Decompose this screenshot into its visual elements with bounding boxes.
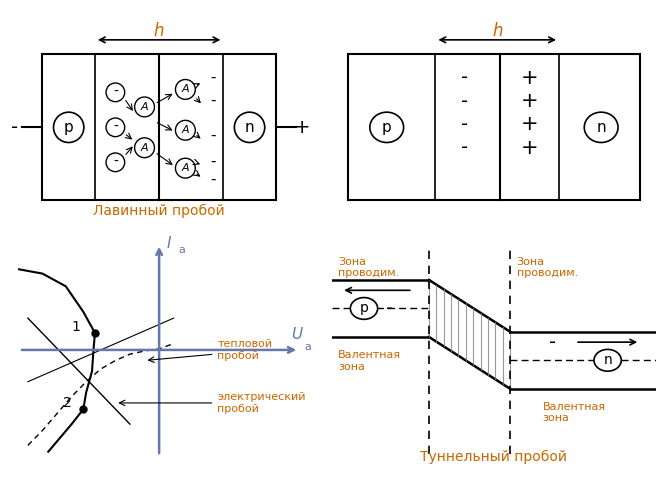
Text: U: U xyxy=(290,328,302,343)
Text: A: A xyxy=(182,125,189,135)
Text: -: - xyxy=(461,91,468,111)
Circle shape xyxy=(594,349,621,371)
Text: -: - xyxy=(210,154,216,169)
Text: +: + xyxy=(521,68,538,88)
Text: тепловой
пробой: тепловой пробой xyxy=(217,339,272,361)
Text: -: - xyxy=(210,172,216,187)
Text: Зона
проводим.: Зона проводим. xyxy=(338,257,399,278)
Text: I: I xyxy=(166,236,171,251)
Text: A: A xyxy=(182,85,189,94)
Text: +: + xyxy=(521,91,538,111)
Text: -: - xyxy=(210,69,216,85)
Text: Валентная
зона: Валентная зона xyxy=(338,350,401,371)
Text: p: p xyxy=(359,301,369,315)
Circle shape xyxy=(54,112,84,142)
Text: a: a xyxy=(178,245,185,255)
Text: +: + xyxy=(521,114,538,135)
Text: -: - xyxy=(387,299,394,318)
Text: электрический
пробой: электрический пробой xyxy=(217,392,306,414)
Text: +: + xyxy=(294,118,310,137)
Text: 2: 2 xyxy=(63,396,72,410)
Text: -: - xyxy=(210,93,216,108)
Circle shape xyxy=(176,121,196,140)
Text: -: - xyxy=(461,68,468,87)
Circle shape xyxy=(176,80,196,99)
Circle shape xyxy=(176,158,196,178)
Text: Зона
проводим.: Зона проводим. xyxy=(516,257,578,278)
Text: Туннельный пробой: Туннельный пробой xyxy=(420,450,568,464)
Text: -: - xyxy=(11,118,19,137)
Text: n: n xyxy=(596,120,606,135)
Text: h: h xyxy=(154,22,164,40)
Text: -: - xyxy=(549,332,556,352)
Polygon shape xyxy=(42,54,276,200)
Circle shape xyxy=(106,153,125,172)
Text: 1: 1 xyxy=(72,320,80,334)
Text: A: A xyxy=(141,143,149,153)
Text: A: A xyxy=(182,163,189,173)
Text: h: h xyxy=(492,22,503,40)
Text: a: a xyxy=(304,342,312,352)
Circle shape xyxy=(135,138,154,157)
Text: n: n xyxy=(603,353,612,367)
Circle shape xyxy=(350,297,378,319)
Text: Лавинный пробой: Лавинный пробой xyxy=(93,204,225,218)
Circle shape xyxy=(370,112,404,142)
Circle shape xyxy=(106,118,125,137)
Text: -: - xyxy=(461,138,468,157)
Text: p: p xyxy=(64,120,74,135)
Text: -: - xyxy=(113,85,118,99)
Circle shape xyxy=(584,112,618,142)
Text: -: - xyxy=(113,120,118,134)
Text: +: + xyxy=(521,138,538,158)
Text: -: - xyxy=(461,115,468,134)
Polygon shape xyxy=(347,54,640,200)
Text: n: n xyxy=(245,120,255,135)
Text: A: A xyxy=(141,102,149,112)
Text: -: - xyxy=(113,155,118,169)
Circle shape xyxy=(235,112,265,142)
Circle shape xyxy=(106,83,125,102)
Text: -: - xyxy=(210,128,216,143)
Text: Валентная
зона: Валентная зона xyxy=(543,402,606,423)
Text: p: p xyxy=(382,120,392,135)
Circle shape xyxy=(135,97,154,117)
